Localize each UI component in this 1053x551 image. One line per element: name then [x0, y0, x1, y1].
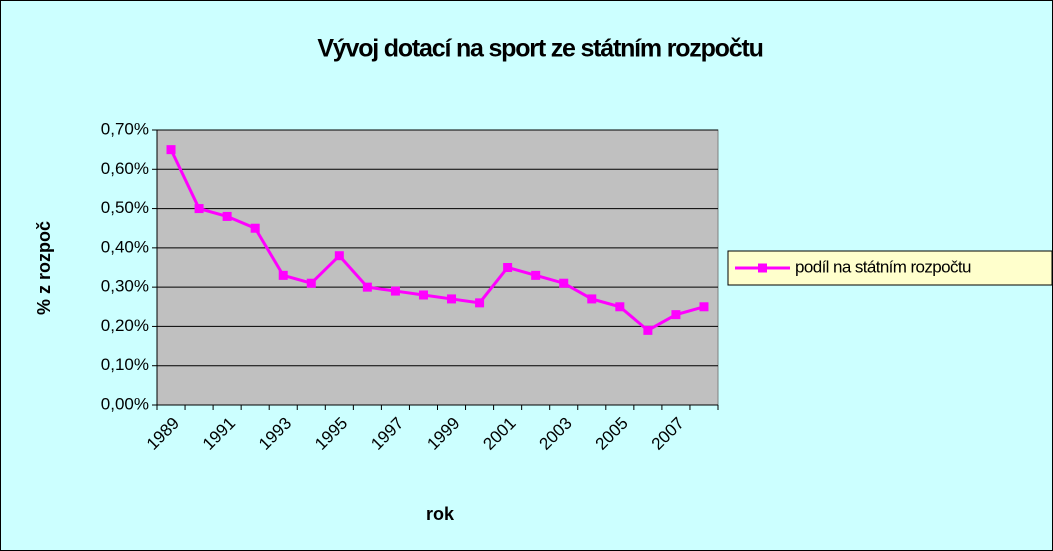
x-axis-label: rok — [426, 504, 455, 524]
y-tick-label: 0,20% — [101, 316, 149, 335]
data-point — [559, 278, 569, 288]
data-point — [334, 251, 344, 261]
data-point — [306, 278, 316, 288]
data-point — [503, 263, 513, 272]
data-point — [278, 270, 288, 280]
y-tick-label: 0,40% — [101, 237, 149, 256]
plot-area — [156, 129, 719, 406]
y-tick-label: 0,30% — [101, 277, 149, 296]
chart-title: Vývoj dotací na sport ze státním rozpočt… — [317, 35, 762, 63]
data-point — [362, 282, 372, 292]
legend-marker — [758, 263, 767, 273]
data-point — [418, 290, 428, 300]
y-tick-label: 0,00% — [101, 394, 149, 413]
data-point — [531, 270, 541, 280]
data-point — [615, 302, 625, 312]
data-point — [166, 145, 176, 155]
data-point — [222, 211, 232, 221]
data-point — [643, 325, 653, 335]
data-point — [699, 302, 709, 312]
data-point — [194, 204, 204, 214]
data-point — [250, 223, 260, 233]
y-axis-label: % z rozpoč — [34, 221, 54, 315]
data-point — [475, 298, 485, 308]
y-tick-label: 0,50% — [101, 198, 149, 217]
legend-label: podíl na státním rozpočtu — [795, 257, 971, 276]
data-point — [390, 286, 400, 296]
y-tick-label: 0,10% — [101, 355, 149, 374]
series-line — [169, 148, 705, 333]
y-tick-label: 0,60% — [101, 159, 149, 178]
data-point — [447, 294, 457, 304]
y-tick-label: 0,70% — [101, 119, 149, 138]
data-point — [671, 310, 681, 320]
data-point — [587, 294, 597, 304]
